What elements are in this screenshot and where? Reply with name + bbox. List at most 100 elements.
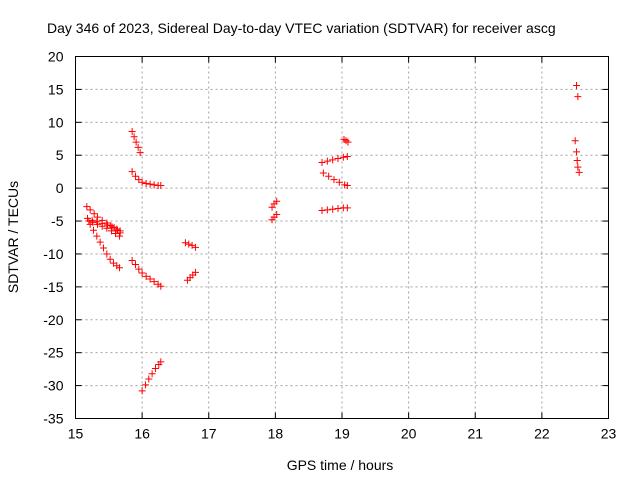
series-track-16	[340, 135, 352, 146]
data-point	[273, 197, 281, 205]
data-point	[98, 222, 106, 230]
data-point	[323, 206, 331, 214]
data-point	[344, 138, 352, 146]
data-point	[131, 172, 139, 180]
data-point	[142, 272, 150, 280]
x-axis-label: GPS time / hours	[287, 457, 394, 473]
data-point	[99, 244, 107, 252]
series-track-1	[83, 203, 124, 237]
data-point	[181, 239, 189, 247]
data-point	[157, 358, 165, 366]
series-track-5	[128, 128, 144, 157]
data-point	[138, 269, 146, 277]
data-point	[128, 128, 136, 136]
data-point	[111, 230, 119, 238]
data-point	[93, 232, 101, 240]
x-tick-label: 23	[601, 426, 617, 442]
data-point	[141, 381, 149, 389]
data-point	[191, 243, 199, 251]
y-tick-label: -30	[43, 378, 63, 394]
data-point	[96, 238, 104, 246]
y-tick-label: -15	[43, 279, 63, 295]
data-point	[134, 143, 142, 151]
data-point	[115, 264, 123, 272]
data-point	[103, 250, 111, 258]
y-tick-label: 5	[56, 147, 64, 163]
data-point	[334, 155, 342, 163]
data-point	[334, 205, 342, 213]
data-point	[103, 221, 111, 229]
data-point	[150, 278, 158, 286]
data-point	[573, 156, 581, 164]
data-point	[343, 182, 351, 190]
data-point	[573, 148, 581, 156]
data-point	[335, 178, 343, 186]
series-track-18	[571, 137, 583, 176]
series-track-15	[318, 204, 351, 215]
data-point	[323, 157, 331, 165]
series-track-13	[318, 153, 351, 166]
series-track-2	[83, 214, 124, 235]
data-point	[150, 181, 158, 189]
data-point	[132, 138, 140, 146]
data-point	[145, 375, 153, 383]
x-tick-label: 17	[201, 426, 217, 442]
data-point	[329, 156, 337, 164]
x-tick-label: 19	[334, 426, 350, 442]
data-point	[574, 93, 582, 101]
x-tick-label: 21	[467, 426, 483, 442]
data-marks	[83, 81, 583, 395]
data-point	[319, 169, 327, 177]
data-point	[128, 257, 136, 265]
data-point	[93, 213, 101, 221]
data-point	[329, 205, 337, 213]
series-track-11	[268, 197, 281, 211]
data-point	[115, 232, 123, 240]
data-point	[573, 81, 581, 89]
data-point	[83, 203, 91, 211]
data-point	[93, 220, 101, 228]
y-tick-label: 10	[48, 114, 64, 130]
data-point	[103, 224, 111, 232]
data-point	[130, 133, 138, 141]
series-track-9	[181, 239, 199, 251]
y-tick-label: 20	[48, 49, 64, 65]
series-track-4	[86, 220, 123, 272]
data-point	[157, 282, 165, 290]
data-point	[343, 153, 351, 161]
axis-ticks	[75, 56, 609, 419]
series-track-8	[138, 358, 165, 395]
data-point	[343, 204, 351, 212]
x-tick-label: 15	[68, 426, 84, 442]
data-point	[138, 178, 146, 186]
y-axis-label: SDTVAR / TECUs	[5, 181, 21, 293]
data-point	[330, 176, 338, 184]
data-point	[86, 220, 94, 228]
data-point	[185, 240, 193, 248]
series-track-17	[573, 81, 582, 101]
data-point	[107, 227, 115, 235]
series-track-14	[319, 169, 351, 190]
data-point	[146, 275, 154, 283]
data-point	[191, 268, 199, 276]
data-point	[157, 182, 165, 190]
data-point	[571, 137, 579, 145]
series-track-12	[268, 210, 281, 224]
y-tick-label: 15	[48, 81, 64, 97]
x-tick-label: 22	[534, 426, 550, 442]
data-point	[318, 158, 326, 166]
data-point	[146, 180, 154, 188]
data-point	[575, 168, 583, 176]
y-tick-label: -10	[43, 246, 63, 262]
data-point	[138, 387, 146, 395]
series-track-7	[128, 257, 165, 290]
x-tick-label: 16	[134, 426, 150, 442]
y-tick-label: -35	[43, 411, 63, 427]
data-point	[325, 172, 333, 180]
data-point	[106, 255, 114, 263]
series-track-10	[183, 268, 199, 284]
grid-lines	[75, 56, 609, 419]
data-point	[128, 168, 136, 176]
data-point	[273, 210, 281, 218]
